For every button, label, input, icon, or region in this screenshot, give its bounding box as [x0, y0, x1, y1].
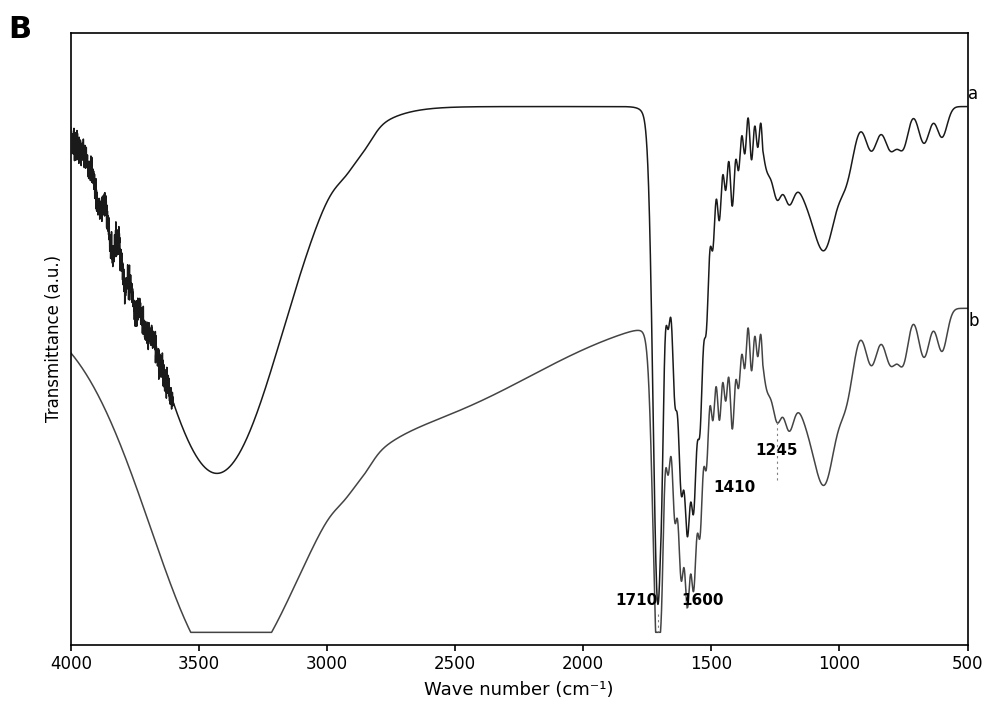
Text: b: b	[968, 311, 979, 329]
X-axis label: Wave number (cm⁻¹): Wave number (cm⁻¹)	[424, 682, 614, 700]
Text: B: B	[8, 15, 31, 44]
Text: a: a	[968, 85, 978, 103]
Text: 1245: 1245	[755, 442, 798, 458]
Text: 1600: 1600	[682, 593, 724, 608]
Text: 1410: 1410	[713, 480, 756, 495]
Text: 1710: 1710	[615, 593, 658, 608]
Y-axis label: Transmittance (a.u.): Transmittance (a.u.)	[45, 256, 63, 422]
